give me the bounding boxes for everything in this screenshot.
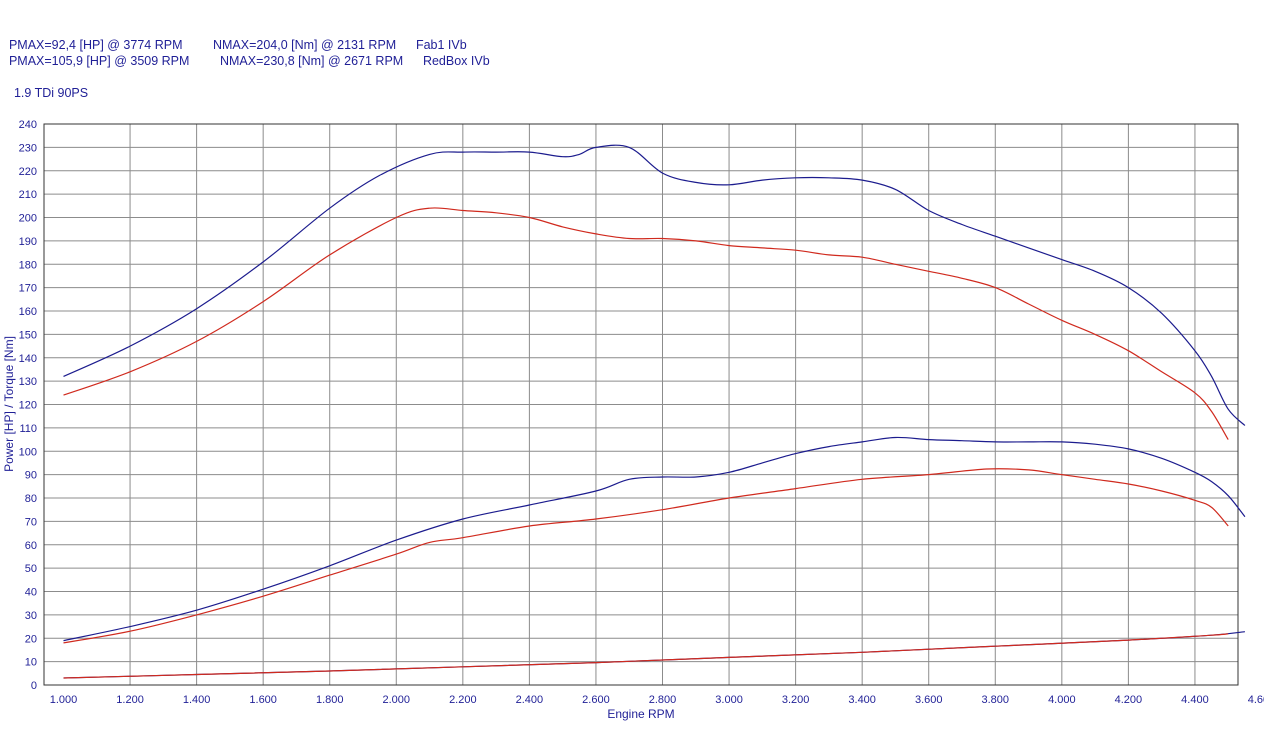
series-line-power_fab1 xyxy=(63,468,1229,644)
car-title: 1.9 TDi 90PS xyxy=(13,86,89,100)
y-tick-label: 150 xyxy=(19,329,37,341)
nmax-fab1: NMAX=204,0 [Nm] @ 2131 RPM xyxy=(212,38,397,52)
x-tick-label: 1.600 xyxy=(249,694,277,706)
y-tick-label: 230 xyxy=(19,142,37,154)
y-tick-label: 0 xyxy=(31,680,37,692)
series-line-torque_fab1 xyxy=(63,207,1229,440)
y-tick-label: 80 xyxy=(25,493,37,505)
x-tick-label: 3.200 xyxy=(782,694,810,706)
x-tick-label: 1.400 xyxy=(183,694,211,706)
x-tick-label: 2.000 xyxy=(383,694,411,706)
y-tick-label: 210 xyxy=(19,189,37,201)
x-tick-label: 3.600 xyxy=(915,694,943,706)
x-tick-label: 1.800 xyxy=(316,694,344,706)
x-tick-label: 3.800 xyxy=(982,694,1010,706)
grid-layer xyxy=(44,124,1238,685)
y-tick-label: 60 xyxy=(25,540,37,552)
x-tick-label: 2.600 xyxy=(582,694,610,706)
y-tick-label: 130 xyxy=(19,376,37,388)
y-axis-title: Power [HP] / Torque [Nm] xyxy=(2,336,16,472)
x-tick-label: 4.000 xyxy=(1048,694,1076,706)
run-label-fab1: Fab1 IVb xyxy=(415,38,467,52)
y-tick-label: 160 xyxy=(19,306,37,318)
x-tick-label: 1.200 xyxy=(116,694,144,706)
x-tick-label: 4.200 xyxy=(1115,694,1143,706)
x-axis-title: Engine RPM xyxy=(607,707,674,721)
y-tick-label: 200 xyxy=(19,213,37,225)
x-tick-label: 4.600 xyxy=(1248,694,1264,706)
series-layer xyxy=(63,144,1246,679)
series-line-loss_fab1 xyxy=(63,633,1229,679)
y-tick-label: 170 xyxy=(19,283,37,295)
y-tick-label: 90 xyxy=(25,470,37,482)
pmax-redbox: PMAX=105,9 [HP] @ 3509 RPM xyxy=(8,54,190,68)
x-tick-label: 1.000 xyxy=(50,694,78,706)
series-line-torque_redbox xyxy=(63,144,1246,426)
y-tick-label: 140 xyxy=(19,353,37,365)
x-tick-label: 2.400 xyxy=(516,694,544,706)
x-tick-label: 3.400 xyxy=(848,694,876,706)
y-tick-label: 110 xyxy=(19,423,37,435)
x-tick-label: 2.800 xyxy=(649,694,677,706)
y-tick-label: 240 xyxy=(19,119,37,131)
y-tick-label: 30 xyxy=(25,610,37,622)
x-tick-label: 2.200 xyxy=(449,694,477,706)
y-tick-label: 70 xyxy=(25,516,37,528)
y-tick-label: 20 xyxy=(25,633,37,645)
run-label-redbox: RedBox IVb xyxy=(422,54,490,68)
plot-frame xyxy=(43,123,1239,686)
y-tick-label: 50 xyxy=(25,563,37,575)
pmax-fab1: PMAX=92,4 [HP] @ 3774 RPM xyxy=(8,38,183,52)
x-tick-label: 3.000 xyxy=(715,694,743,706)
y-tick-label: 100 xyxy=(19,446,37,458)
y-tick-label: 10 xyxy=(25,657,37,669)
y-tick-label: 220 xyxy=(19,166,37,178)
series-line-power_redbox xyxy=(63,436,1246,642)
y-tick-label: 190 xyxy=(19,236,37,248)
y-tick-label: 120 xyxy=(19,400,37,412)
y-tick-label: 180 xyxy=(19,259,37,271)
nmax-redbox: NMAX=230,8 [Nm] @ 2671 RPM xyxy=(219,54,404,68)
y-tick-label: 40 xyxy=(25,587,37,599)
x-tick-label: 4.400 xyxy=(1181,694,1209,706)
tick-label-layer: 1.000 1.200 1.400 1.600 1.800 2.000 2.200 2.400… xyxy=(19,119,1264,706)
